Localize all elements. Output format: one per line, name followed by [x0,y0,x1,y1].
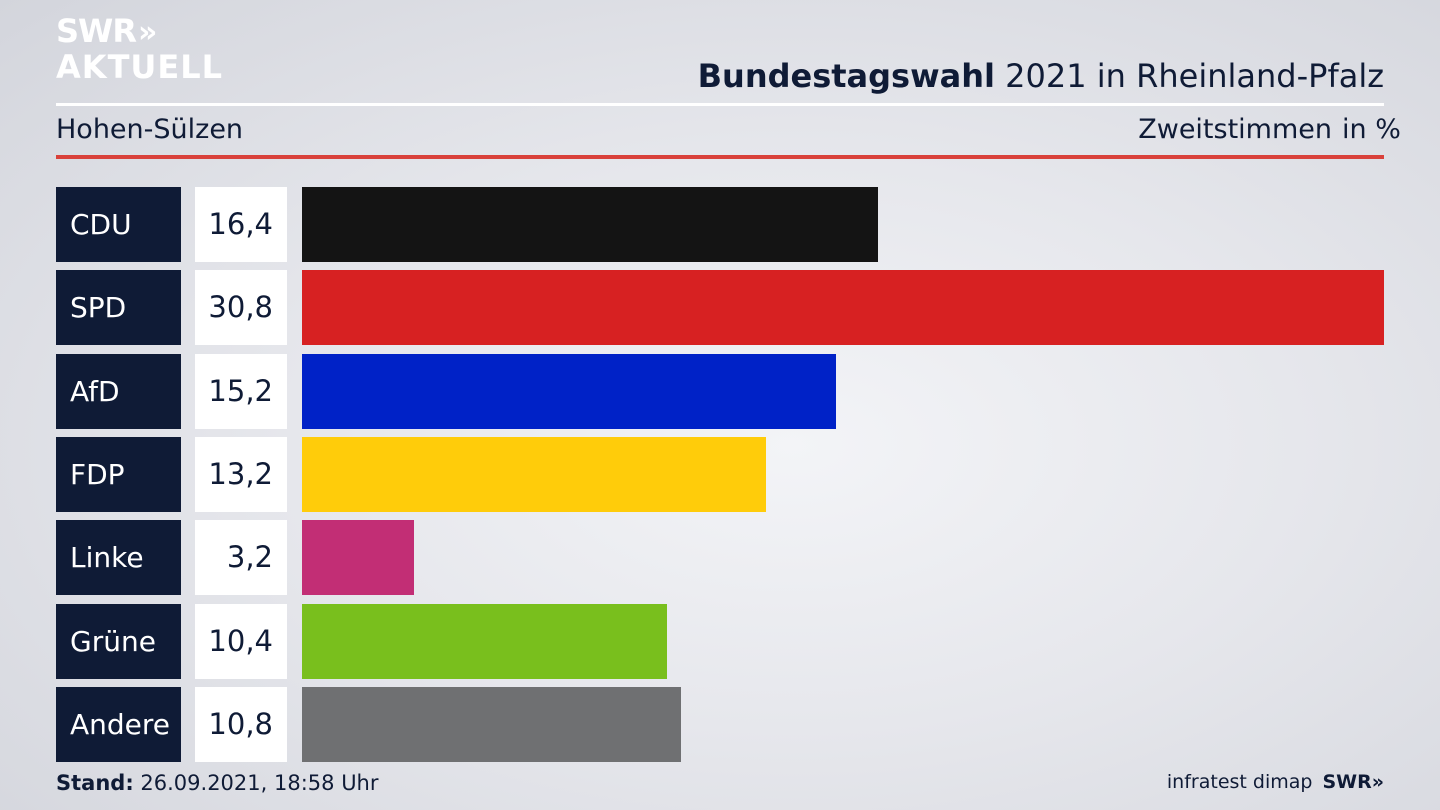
party-label: Linke [70,541,144,574]
chart-title: Bundestagswahl 2021 in Rheinland-Pfalz [698,57,1384,95]
header-divider [56,103,1384,106]
bar-row: Andere 10,8 [56,687,1384,762]
unit-label: in % [1342,114,1401,145]
party-label-box: FDP [56,437,181,512]
bar-chart: CDU 16,4 SPD 30,8 AfD 15,2 FDP 13,2 Linke 3,2 Grün… [56,187,1384,762]
party-label-box: CDU [56,187,181,262]
bar-row: AfD 15,2 [56,354,1384,429]
accent-divider [56,155,1384,159]
value-label-box: 10,4 [195,604,287,679]
source-credit: infratest dimap SWR» [1167,771,1384,793]
party-label-box: Linke [56,520,181,595]
value-label: 13,2 [208,457,273,491]
party-label-box: Grüne [56,604,181,679]
value-label-box: 30,8 [195,270,287,345]
swr-aktuell-logo: SWR» AKTUELL [56,14,223,84]
value-label: 15,2 [208,374,273,408]
value-label: 10,4 [208,624,273,658]
bar [302,437,766,512]
party-label: SPD [70,291,127,324]
region-name: Hohen-Sülzen [56,114,244,145]
party-label: Grüne [70,625,156,658]
value-label-box: 16,4 [195,187,287,262]
value-label: 30,8 [208,290,273,324]
source-name: infratest dimap [1166,771,1313,793]
bar-row: Linke 3,2 [56,520,1384,595]
bar-row: SPD 30,8 [56,270,1384,345]
bar [302,187,878,262]
metric-label: Zweitstimmen [1138,114,1332,145]
footer-swr-logo: SWR» [1322,771,1384,793]
party-label: CDU [70,208,132,241]
value-label-box: 3,2 [195,520,287,595]
value-label: 16,4 [208,207,273,241]
timestamp: Stand: 26.09.2021, 18:58 Uhr [56,771,379,795]
value-label-box: 10,8 [195,687,287,762]
chart-title-rest: 2021 in Rheinland-Pfalz [1005,57,1384,95]
party-label-box: Andere [56,687,181,762]
bar [302,687,681,762]
value-label: 3,2 [226,540,273,574]
logo-text-swr: SWR [56,12,137,50]
bar-row: Grüne 10,4 [56,604,1384,679]
bar [302,270,1384,345]
chevrons-icon: » [137,15,158,50]
stand-label: Stand: [56,771,134,795]
bar [302,604,667,679]
bar-row: CDU 16,4 [56,187,1384,262]
party-label-box: SPD [56,270,181,345]
bar [302,520,414,595]
bar [302,354,836,429]
party-label: Andere [70,708,171,741]
value-label-box: 15,2 [195,354,287,429]
value-label-box: 13,2 [195,437,287,512]
logo-text-aktuell: AKTUELL [56,48,224,86]
party-label-box: AfD [56,354,181,429]
value-label: 10,8 [208,707,273,741]
stand-value: 26.09.2021, 18:58 Uhr [140,771,379,795]
bar-row: FDP 13,2 [56,437,1384,512]
chart-title-bold: Bundestagswahl [697,57,995,95]
party-label: AfD [70,375,120,408]
party-label: FDP [70,458,125,491]
